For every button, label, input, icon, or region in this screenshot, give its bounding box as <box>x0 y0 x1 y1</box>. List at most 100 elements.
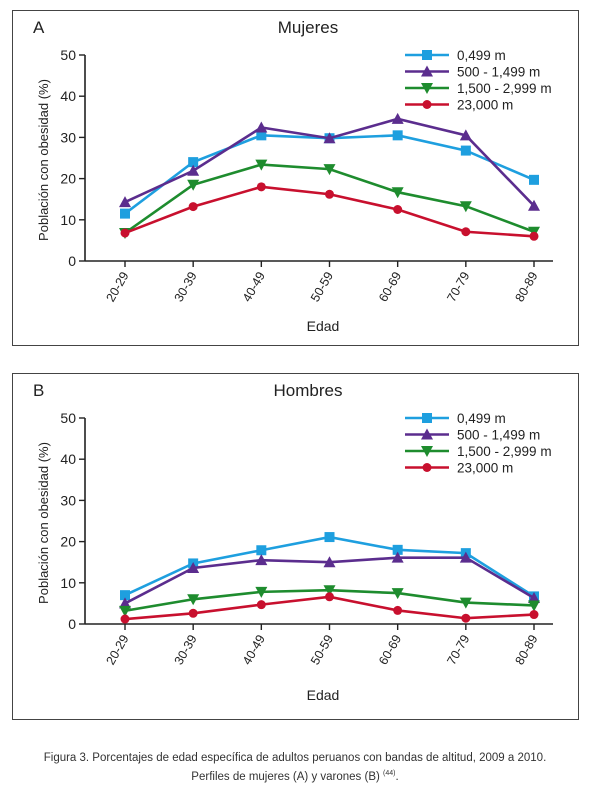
x-tick-label: 60-69 <box>376 269 404 304</box>
data-point <box>256 182 266 192</box>
legend-marker <box>422 413 432 423</box>
data-point <box>325 592 334 602</box>
data-point <box>392 544 403 555</box>
data-point <box>528 199 540 211</box>
figure-caption: Figura 3. Porcentajes de edad específica… <box>0 750 590 785</box>
caption-line-1: Figura 3. Porcentajes de edad específica… <box>43 752 547 764</box>
x-tick-label: 50-59 <box>308 632 336 667</box>
series-group <box>119 551 540 609</box>
y-axis-label: Población con obesidad (%) <box>36 79 51 241</box>
x-tick-label: 80-89 <box>512 632 540 667</box>
legend-marker <box>422 463 432 472</box>
series-group <box>119 112 540 211</box>
panel-letter: A <box>33 18 45 37</box>
data-point <box>459 551 472 563</box>
data-point <box>391 588 404 600</box>
legend-item: 0,499 m <box>405 411 506 426</box>
data-point <box>255 121 268 133</box>
data-point <box>391 112 404 124</box>
y-tick-label: 40 <box>60 451 76 467</box>
data-point <box>528 592 540 604</box>
caption-line-2: Perfiles de mujeres (A) y varones (B) (4… <box>191 770 399 783</box>
data-point <box>393 205 403 214</box>
legend-item: 0,499 m <box>405 48 506 63</box>
data-point <box>119 196 131 208</box>
legend-label: 500 - 1,499 m <box>457 428 540 443</box>
data-point <box>120 208 130 219</box>
data-point <box>255 554 268 566</box>
legend-item: 1,500 - 2,999 m <box>405 444 552 459</box>
y-tick-label: 40 <box>60 88 76 104</box>
data-point <box>391 187 404 199</box>
chart-panel-mujeres: A Mujeres 0 10 20 30 40 50 20-29 30-39 40-49 50-59 6… <box>12 10 579 346</box>
y-tick-label: 30 <box>60 129 76 145</box>
data-point <box>256 600 266 610</box>
data-point <box>529 174 539 185</box>
data-point <box>461 613 471 623</box>
legend-item: 23,000 m <box>405 98 513 113</box>
legend-label: 1,500 - 2,999 m <box>457 444 552 459</box>
y-tick-label: 50 <box>60 47 76 63</box>
x-tick-label: 40-49 <box>240 269 268 304</box>
data-point <box>529 610 539 620</box>
y-axis-label: Población con obesidad (%) <box>36 442 51 604</box>
caption-reference: (44) <box>383 770 396 777</box>
y-tick-label: 10 <box>60 212 76 228</box>
data-point <box>119 597 131 609</box>
data-point <box>120 614 130 624</box>
legend-marker <box>421 428 433 440</box>
y-tick-label: 50 <box>60 410 76 426</box>
series-group <box>120 592 539 624</box>
y-tick-label: 0 <box>68 616 76 632</box>
data-point <box>459 201 472 213</box>
data-point <box>187 164 200 176</box>
legend-label: 0,499 m <box>457 48 506 63</box>
legend-item: 1,500 - 2,999 m <box>405 81 552 96</box>
x-tick-label: 20-29 <box>103 632 131 667</box>
data-point <box>323 585 336 597</box>
data-point <box>391 551 404 563</box>
y-tick-label: 0 <box>68 253 76 269</box>
data-point <box>459 597 472 609</box>
legend-marker <box>421 83 433 94</box>
x-axis-label: Edad <box>307 318 340 334</box>
legend-marker <box>421 446 433 457</box>
series-group <box>119 585 540 617</box>
x-axis-label: Edad <box>307 687 340 703</box>
legend-label: 23,000 m <box>457 98 513 113</box>
y-tick-label: 20 <box>60 171 76 187</box>
caption-line-2-text: Perfiles de mujeres (A) y varones (B) <box>191 770 380 783</box>
data-point <box>528 600 540 612</box>
data-point <box>255 159 268 171</box>
legend-marker <box>422 50 432 60</box>
data-point <box>187 179 200 191</box>
data-point <box>461 227 471 237</box>
data-point <box>324 532 335 543</box>
series-group <box>120 182 539 241</box>
data-point <box>119 605 131 617</box>
legend-label: 0,499 m <box>457 411 506 426</box>
chart-title: Hombres <box>274 381 343 400</box>
x-tick-label: 50-59 <box>308 269 336 304</box>
data-point <box>256 545 267 556</box>
data-point <box>187 594 200 606</box>
data-point <box>529 231 539 241</box>
data-point <box>393 605 403 615</box>
x-tick-label: 30-39 <box>172 269 200 304</box>
x-tick-label: 20-29 <box>103 269 131 304</box>
legend-marker <box>422 100 432 109</box>
data-point <box>323 164 336 176</box>
x-tick-label: 40-49 <box>240 632 268 667</box>
data-point <box>325 189 334 199</box>
legend-label: 23,000 m <box>457 461 513 476</box>
data-point <box>120 590 130 601</box>
data-point <box>188 608 198 618</box>
data-point <box>188 202 198 212</box>
data-point <box>188 157 199 168</box>
y-tick-label: 30 <box>60 492 76 508</box>
legend-label: 500 - 1,499 m <box>457 65 540 80</box>
data-point <box>187 561 200 573</box>
x-tick-label: 60-69 <box>376 632 404 667</box>
y-tick-label: 10 <box>60 575 76 591</box>
panel-letter: B <box>33 381 44 400</box>
